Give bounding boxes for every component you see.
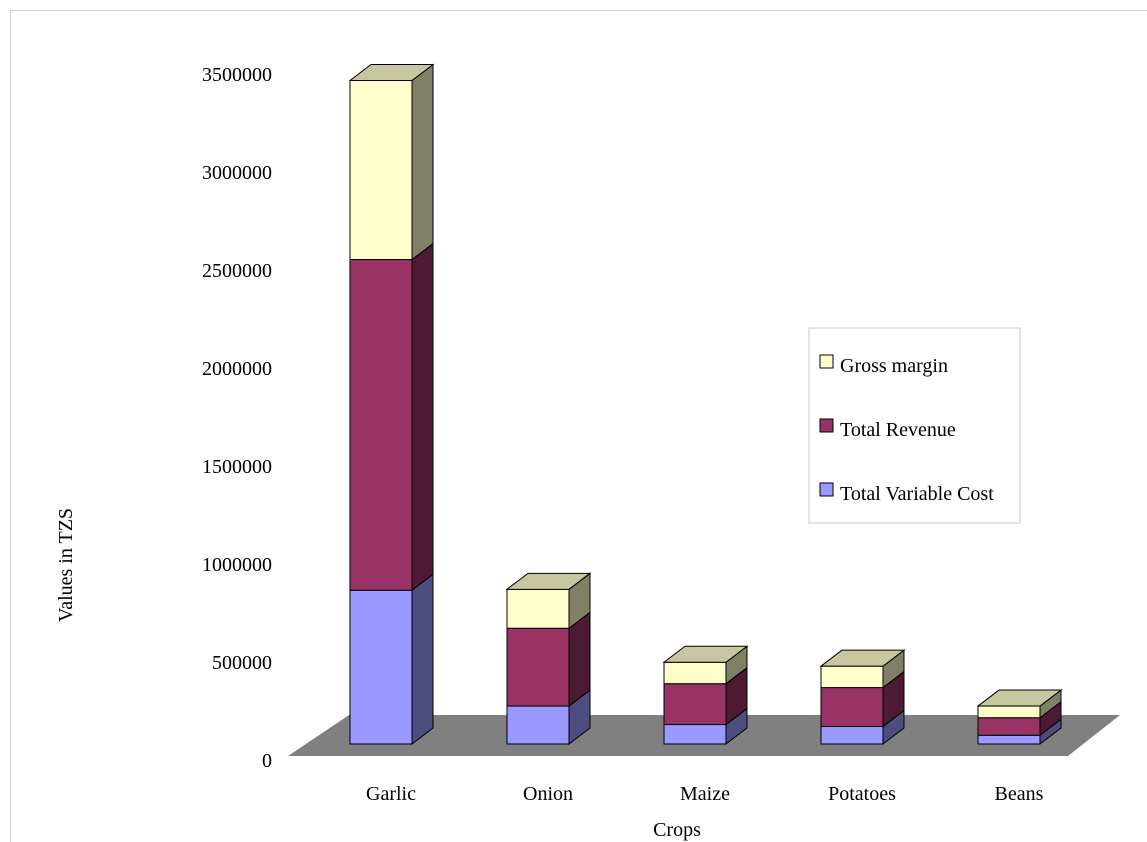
legend: Gross margin Total Revenue Total Variable … (808, 327, 1021, 524)
bar-segment-onion-3 (505, 572, 592, 630)
bar-segment-potatoes-3 (819, 649, 906, 689)
bar-segment-maize-2 (663, 666, 748, 726)
bar-segment-garlic-2 (349, 242, 434, 592)
bar-segment-potatoes-1 (820, 709, 905, 746)
chart-frame (10, 10, 1147, 842)
x-tick-label: Garlic (366, 783, 416, 805)
bar-segment-onion-2 (506, 611, 591, 708)
legend-box (808, 327, 1021, 524)
y-tick-label: 1500000 (202, 456, 272, 478)
bar-segment-beans-3 (976, 689, 1063, 719)
y-tick-label: 500000 (212, 652, 272, 674)
legend-entry: Gross margin (840, 355, 948, 377)
x-tick-label: Onion (523, 783, 573, 805)
legend-entry: Total Revenue (840, 419, 956, 441)
y-tick-label: 2500000 (202, 260, 272, 282)
bar-segment-maize-3 (662, 645, 749, 685)
bar-segment-beans-2 (977, 700, 1062, 737)
y-tick-label: 1000000 (202, 554, 272, 576)
y-tick-label: 2000000 (202, 358, 272, 380)
x-tick-label: Potatoes (828, 783, 896, 805)
legend-swatch (819, 354, 834, 369)
y-tick-label: 3000000 (202, 162, 272, 184)
bar-segment-garlic-1 (349, 573, 434, 746)
y-tick-label: 3500000 (202, 64, 272, 86)
x-tick-label: Beans (995, 783, 1044, 805)
y-axis-label: Values in TZS (55, 508, 77, 622)
bar-segment-potatoes-2 (820, 670, 905, 728)
legend-swatch (819, 418, 834, 433)
y-tick-label: 0 (262, 750, 272, 772)
x-tick-label: Maize (680, 783, 730, 805)
x-axis-label: Crops (653, 819, 701, 841)
legend-entry: Total Variable Cost (840, 483, 994, 505)
bar-segment-onion-1 (506, 689, 591, 746)
bar-segment-garlic-3 (348, 63, 435, 261)
legend-swatch (819, 482, 834, 497)
